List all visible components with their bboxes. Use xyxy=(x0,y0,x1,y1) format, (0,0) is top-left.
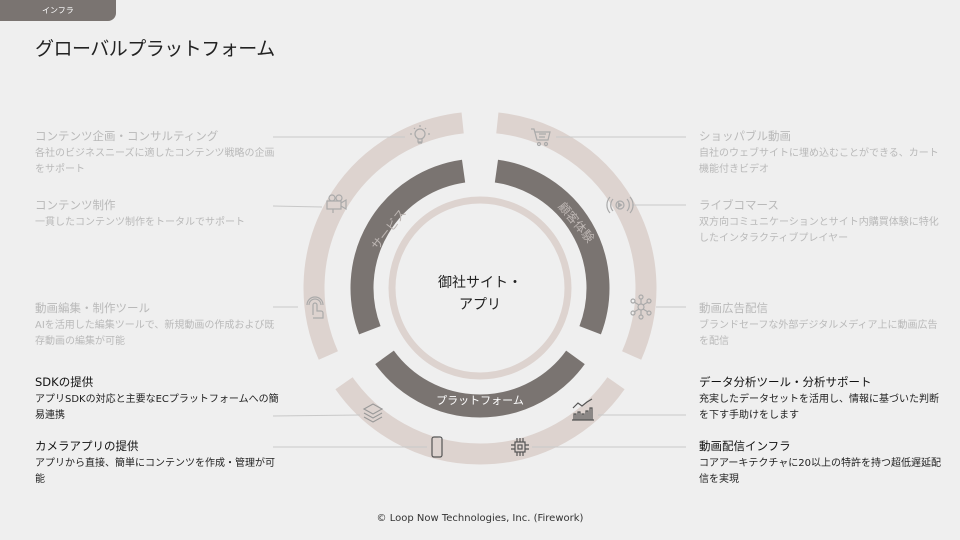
center-label-line1: 御社サイト・ xyxy=(438,275,522,291)
smartphone-icon xyxy=(431,436,443,458)
item-desc: アプリSDKの対応と主要なECプラットフォームへの簡易連携 xyxy=(35,394,279,421)
item-title: ライブコマース xyxy=(699,198,779,212)
item-title: SDKの提供 xyxy=(35,375,94,389)
item-title: カメラアプリの提供 xyxy=(35,439,139,453)
video-camera-icon xyxy=(326,194,347,213)
item-desc: ブランドセーフな外部デジタルメディア上に動画広告を配信 xyxy=(699,320,938,347)
right-item: データ分析ツール・分析サポート充実したデータセットを活用し、情報に基づいた判断を… xyxy=(699,374,944,424)
item-title: コンテンツ制作 xyxy=(35,198,116,212)
inner-circle xyxy=(388,196,572,380)
item-desc: アプリから直接、簡単にコンテンツを作成・管理が可能 xyxy=(35,458,275,485)
left-item: コンテンツ企画・コンサルティング各社のビジネスニーズに適したコンテンツ戦略の企画… xyxy=(35,128,280,178)
right-item: 動画広告配信ブランドセーフな外部デジタルメディア上に動画広告を配信 xyxy=(699,300,944,350)
item-desc: 双方向コミュニケーションとサイト内購買体験に特化したインタラクティブプレイヤー xyxy=(699,217,939,244)
item-title: ショッパブル動画 xyxy=(699,129,791,143)
layers-icon xyxy=(362,403,384,423)
center-label-line2: アプリ xyxy=(459,297,501,313)
item-desc: 各社のビジネスニーズに適したコンテンツ戦略の企画をサポート xyxy=(35,148,275,175)
inner-ring-services xyxy=(350,159,466,335)
left-item: コンテンツ制作一貫したコンテンツ制作をトータルでサポート xyxy=(35,197,280,231)
right-item: ライブコマース双方向コミュニケーションとサイト内購買体験に特化したインタラクティ… xyxy=(699,197,944,247)
item-desc: 充実したデータセットを活用し、情報に基づいた判断を下す手助けをします xyxy=(699,394,939,421)
connector-line xyxy=(272,414,361,417)
item-desc: 一貫したコンテンツ制作をトータルでサポート xyxy=(35,217,245,228)
outer-ring-customer-experience xyxy=(496,112,657,360)
inner-ring-customer-experience xyxy=(494,159,610,335)
inner-ring-platform xyxy=(375,350,585,418)
lightbulb-icon xyxy=(410,125,430,144)
item-desc: コアアーキテクチャに20以上の特許を持つ超低遅延配信を実現 xyxy=(699,458,942,485)
item-desc: AIを活用した編集ツールで、新規動画の作成および既存動画の編集が可能 xyxy=(35,320,275,347)
section-tab: インフラ xyxy=(0,0,116,21)
footer-copyright: © Loop Now Technologies, Inc. (Firework) xyxy=(376,513,584,524)
cart-icon xyxy=(531,128,551,147)
left-item: カメラアプリの提供アプリから直接、簡単にコンテンツを作成・管理が可能 xyxy=(35,438,280,488)
right-item: ショッパブル動画自社のウェブサイトに埋め込むことができる、カート機能付きビデオ xyxy=(699,128,944,178)
page-title: グローバルプラットフォーム xyxy=(35,38,275,60)
bar-chart-icon xyxy=(572,398,594,421)
left-item: 動画編集・制作ツール AIを活用した編集ツールで、新規動画の作成および既存動画の編… xyxy=(35,300,280,350)
item-title: コンテンツ企画・コンサルティング xyxy=(35,129,219,143)
left-item: SDKの提供アプリSDKの対応と主要なECプラットフォームへの簡易連携 xyxy=(35,374,280,424)
outer-ring-services xyxy=(303,112,464,360)
item-desc: 自社のウェブサイトに埋め込むことができる、カート機能付きビデオ xyxy=(699,148,939,175)
live-broadcast-icon xyxy=(606,196,634,214)
item-title: 動画配信インフラ xyxy=(699,439,791,453)
item-title: データ分析ツール・分析サポート xyxy=(699,375,872,389)
center-label: 御社サイト・ アプリ xyxy=(400,272,560,316)
right-item: 動画配信インフラコアアーキテクチャに20以上の特許を持つ超低遅延配信を実現 xyxy=(699,438,944,488)
connector-line xyxy=(272,205,323,208)
item-title: 動画編集・制作ツール xyxy=(35,301,150,315)
touch-icon xyxy=(306,296,324,319)
item-title: 動画広告配信 xyxy=(699,301,768,315)
network-icon xyxy=(630,294,652,320)
chip-icon xyxy=(511,438,529,456)
ring-label-platform: プラットフォーム xyxy=(436,394,524,407)
